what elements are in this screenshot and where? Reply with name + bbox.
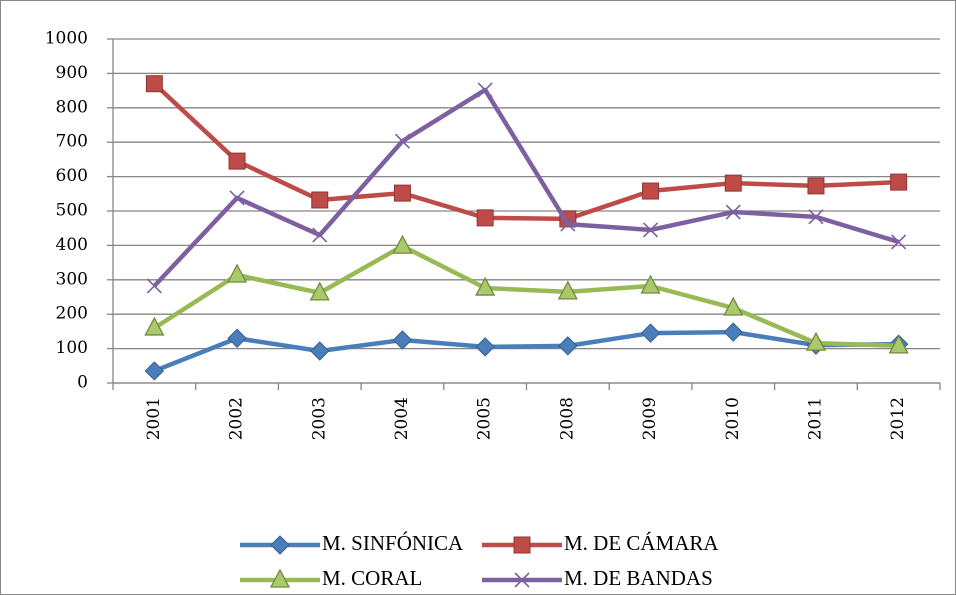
data-point bbox=[890, 173, 908, 191]
data-point bbox=[312, 227, 328, 243]
data-point bbox=[557, 280, 578, 300]
data-point bbox=[475, 337, 495, 357]
data-point bbox=[723, 296, 744, 316]
data-point bbox=[476, 209, 494, 227]
data-point bbox=[226, 263, 248, 283]
y-tick-label: 900 bbox=[56, 63, 88, 83]
x-tick-label: 2012 bbox=[888, 397, 908, 440]
series-line bbox=[152, 82, 899, 222]
x-tick-label: 2003 bbox=[309, 397, 329, 440]
data-point bbox=[640, 274, 661, 294]
data-point bbox=[392, 234, 413, 254]
x-tick-label: 2009 bbox=[640, 397, 660, 440]
data-point bbox=[146, 278, 162, 294]
legend-label: M. DE CÁMARA bbox=[564, 531, 719, 555]
data-point bbox=[560, 216, 576, 232]
data-point bbox=[477, 82, 493, 98]
data-point bbox=[144, 316, 165, 336]
y-tick-label: 1000 bbox=[45, 29, 88, 49]
y-tick-label: 800 bbox=[56, 97, 88, 117]
legend-marker bbox=[269, 568, 291, 588]
legend-label: M. DE BANDAS bbox=[564, 566, 713, 590]
legend-marker bbox=[513, 536, 531, 554]
x-tick-label: 2002 bbox=[227, 397, 247, 440]
data-point bbox=[144, 361, 165, 381]
y-tick-label: 600 bbox=[56, 166, 88, 186]
data-point bbox=[642, 222, 659, 238]
series-line bbox=[153, 243, 899, 349]
data-point bbox=[311, 191, 329, 209]
data-point bbox=[723, 322, 743, 342]
data-point bbox=[724, 174, 742, 192]
data-point bbox=[808, 209, 824, 225]
series-line bbox=[152, 87, 900, 288]
legend-label: M. CORAL bbox=[322, 566, 422, 590]
data-point bbox=[309, 281, 330, 301]
data-point bbox=[805, 331, 827, 351]
y-tick-label: 100 bbox=[56, 338, 88, 358]
x-tick-label: 2010 bbox=[723, 397, 743, 440]
data-point bbox=[227, 328, 247, 348]
y-tick-label: 200 bbox=[56, 304, 88, 324]
data-point bbox=[394, 133, 411, 149]
data-point bbox=[393, 184, 411, 202]
y-tick-label: 400 bbox=[56, 235, 88, 255]
data-point bbox=[888, 334, 909, 354]
data-point bbox=[475, 276, 496, 296]
x-tick-label: 2011 bbox=[805, 397, 825, 440]
x-tick-label: 2005 bbox=[475, 397, 495, 440]
data-point bbox=[725, 204, 741, 220]
data-point bbox=[640, 323, 661, 343]
series-line bbox=[153, 329, 899, 374]
x-tick-label: 2001 bbox=[144, 397, 164, 440]
data-point bbox=[807, 177, 825, 195]
x-tick-label: 2008 bbox=[557, 397, 577, 440]
data-point bbox=[642, 182, 660, 200]
legend-label: M. SINFÓNICA bbox=[322, 531, 464, 555]
legend-marker bbox=[514, 572, 530, 588]
data-point bbox=[392, 330, 413, 350]
data-point bbox=[891, 234, 907, 250]
data-point bbox=[145, 75, 163, 93]
data-point bbox=[228, 152, 246, 170]
data-point bbox=[310, 341, 330, 361]
y-tick-label: 0 bbox=[77, 373, 88, 393]
y-tick-label: 300 bbox=[56, 269, 88, 289]
y-tick-label: 700 bbox=[56, 132, 88, 152]
y-tick-label: 500 bbox=[56, 201, 88, 221]
legend-marker bbox=[270, 535, 290, 555]
data-point bbox=[229, 190, 245, 206]
x-tick-label: 2004 bbox=[392, 397, 412, 440]
data-point bbox=[558, 336, 578, 356]
